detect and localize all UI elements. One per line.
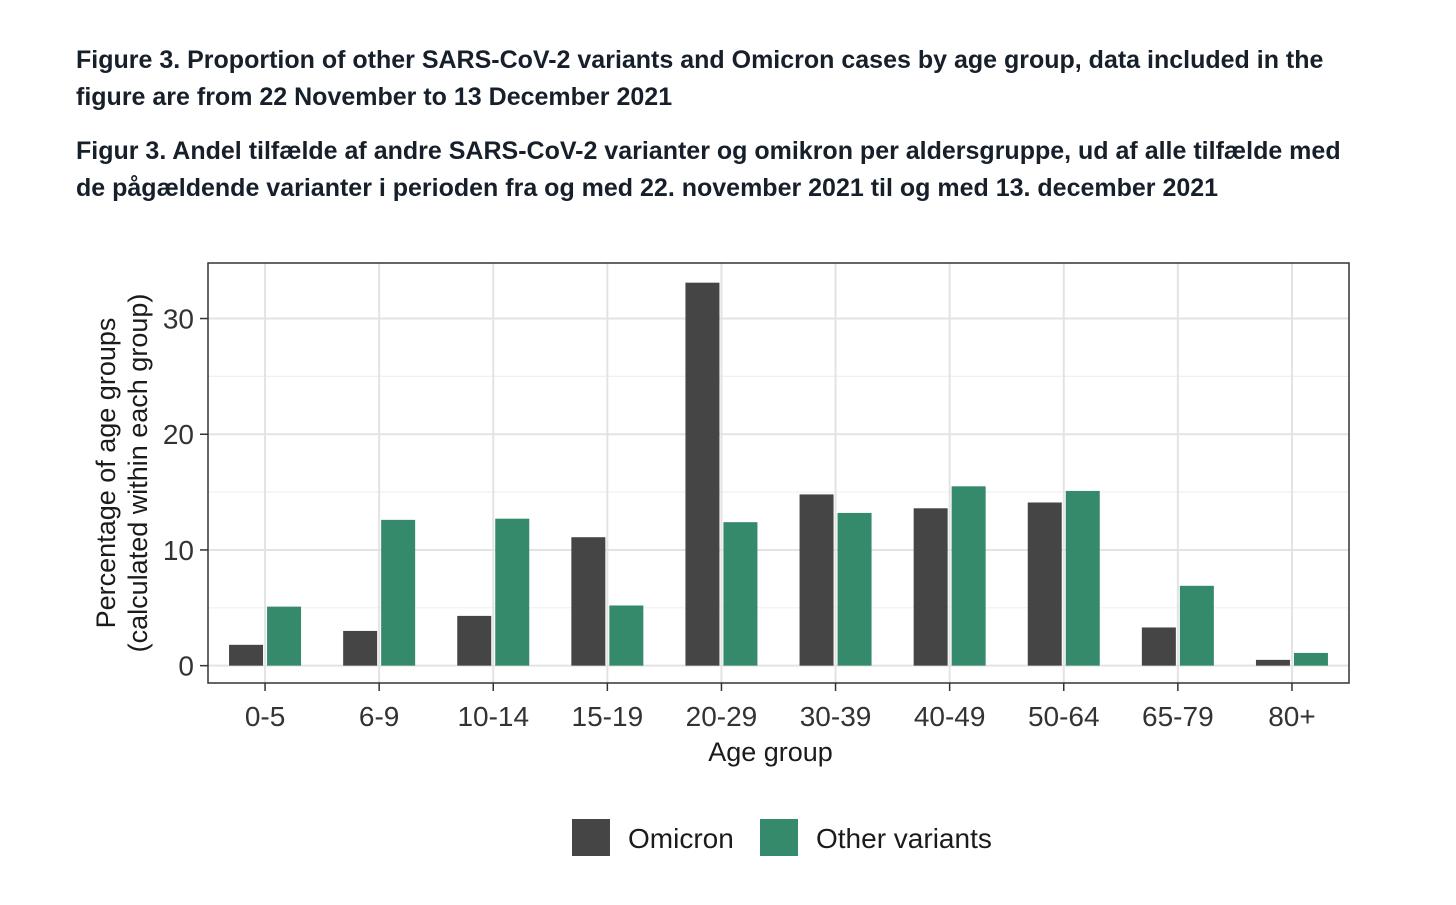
bar-omicron-50-64: [1027, 502, 1062, 666]
x-tick-label: 20-29: [686, 701, 758, 732]
plot-panel-border: [207, 262, 1350, 684]
bar-other-variants-50-64: [1065, 490, 1100, 666]
bar-omicron-10-14: [457, 615, 492, 666]
y-axis-title-line-1: Percentage of age groups: [91, 318, 121, 629]
bar-omicron-65-79: [1141, 627, 1176, 666]
bar-other-variants-15-19: [609, 605, 644, 666]
y-tick-label: 20: [163, 419, 194, 450]
x-tick-label: 80+: [1268, 701, 1316, 732]
bar-other-variants-6-9: [381, 519, 416, 666]
bar-other-variants-40-49: [951, 486, 986, 666]
y-tick-label: 30: [163, 304, 194, 335]
x-axis-title: Age group: [708, 737, 833, 767]
bar-other-variants-10-14: [495, 518, 530, 666]
bar-omicron-80+: [1255, 659, 1290, 666]
x-tick-label: 0-5: [245, 701, 285, 732]
axis-ticks: 0 10 20 30 0-5 6-9 10-14 15-19 20-29 30-39 40-49 50…: [163, 304, 1316, 732]
x-tick-label: 40-49: [914, 701, 986, 732]
bar-omicron-0-5: [229, 644, 264, 666]
bar-omicron-20-29: [685, 282, 720, 666]
legend-swatch-other-variants: [760, 819, 798, 856]
y-tick-label: 0: [178, 651, 194, 682]
legend-label-other-variants: Other variants: [816, 823, 992, 854]
x-tick-label: 15-19: [572, 701, 644, 732]
x-tick-label: 50-64: [1028, 701, 1100, 732]
figure-caption-danish: Figur 3. Andel tilfælde af andre SARS-Co…: [76, 137, 1341, 202]
y-tick-label: 10: [163, 535, 194, 566]
bar-omicron-15-19: [571, 537, 606, 666]
bar-omicron-40-49: [913, 508, 948, 666]
bar-other-variants-0-5: [267, 606, 302, 666]
x-tick-label: 30-39: [800, 701, 872, 732]
y-axis-title-line-2: (calculated within each group): [123, 294, 153, 653]
x-tick-label: 10-14: [457, 701, 529, 732]
bar-other-variants-30-39: [837, 512, 872, 666]
bar-other-variants-80+: [1293, 652, 1328, 666]
legend: Omicron Other variants: [572, 819, 992, 856]
bar-other-variants-20-29: [723, 522, 758, 666]
x-tick-label: 6-9: [359, 701, 399, 732]
bar-other-variants-65-79: [1179, 585, 1214, 666]
x-tick-label: 65-79: [1142, 701, 1214, 732]
grid-lines: [208, 263, 1349, 683]
legend-swatch-omicron: [572, 819, 610, 856]
bar-omicron-30-39: [799, 494, 834, 666]
legend-label-omicron: Omicron: [628, 823, 734, 854]
bars: [229, 282, 1328, 666]
figure-caption-english: Figure 3. Proportion of other SARS-CoV-2…: [76, 46, 1324, 111]
bar-omicron-6-9: [343, 630, 378, 666]
